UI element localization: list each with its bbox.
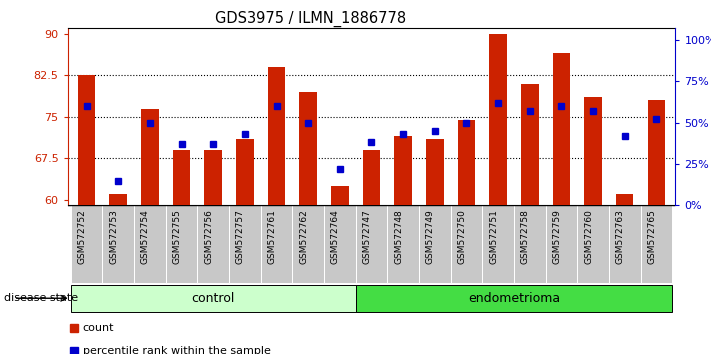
Bar [584,97,602,205]
Bar [419,205,451,283]
Text: GSM572749: GSM572749 [426,209,435,264]
Bar [141,109,159,205]
Bar [458,120,475,205]
Bar [205,150,222,205]
Bar [331,186,348,205]
Bar [426,139,444,205]
Text: count: count [82,323,114,333]
Bar [609,205,641,283]
Bar [521,84,538,205]
Text: GSM572748: GSM572748 [394,209,403,264]
Bar [70,205,102,283]
Text: GSM572761: GSM572761 [267,209,277,264]
Text: GSM572747: GSM572747 [363,209,371,264]
Text: percentile rank within the sample: percentile rank within the sample [82,346,271,354]
Text: GSM572762: GSM572762 [299,209,308,264]
Bar [489,34,507,205]
Bar [261,205,292,283]
Bar [102,205,134,283]
Bar [552,53,570,205]
Text: GSM572758: GSM572758 [520,209,530,264]
Text: control: control [191,292,235,305]
Text: GDS3975 / ILMN_1886778: GDS3975 / ILMN_1886778 [215,11,406,27]
Bar [395,136,412,205]
Bar [641,205,673,283]
Text: GSM572763: GSM572763 [616,209,625,264]
Bar [577,205,609,283]
Bar [545,205,577,283]
Bar [514,205,545,283]
Bar [173,150,191,205]
Bar [363,150,380,205]
Bar [166,205,198,283]
Text: GSM572760: GSM572760 [584,209,593,264]
Text: endometrioma: endometrioma [468,292,560,305]
Bar [198,205,229,283]
Text: GSM572755: GSM572755 [173,209,181,264]
Bar [109,194,127,205]
Bar [134,205,166,283]
Bar [356,205,387,283]
Text: GSM572754: GSM572754 [141,209,150,264]
Bar [70,285,356,312]
Bar [292,205,324,283]
Bar [77,75,95,205]
Text: GSM572764: GSM572764 [331,209,340,264]
Text: GSM572759: GSM572759 [552,209,562,264]
Bar [387,205,419,283]
Bar [236,139,254,205]
Bar [229,205,261,283]
Bar [482,205,514,283]
Text: GSM572750: GSM572750 [457,209,466,264]
Bar [268,67,285,205]
Bar [648,100,665,205]
Text: GSM572756: GSM572756 [204,209,213,264]
Text: GSM572765: GSM572765 [648,209,656,264]
Bar [324,205,356,283]
Bar [299,92,317,205]
Text: GSM572753: GSM572753 [109,209,118,264]
Bar [451,205,482,283]
Text: GSM572752: GSM572752 [77,209,87,264]
Text: GSM572751: GSM572751 [489,209,498,264]
Text: GSM572757: GSM572757 [236,209,245,264]
Text: disease state: disease state [4,293,77,303]
Bar [616,194,634,205]
Bar [356,285,673,312]
